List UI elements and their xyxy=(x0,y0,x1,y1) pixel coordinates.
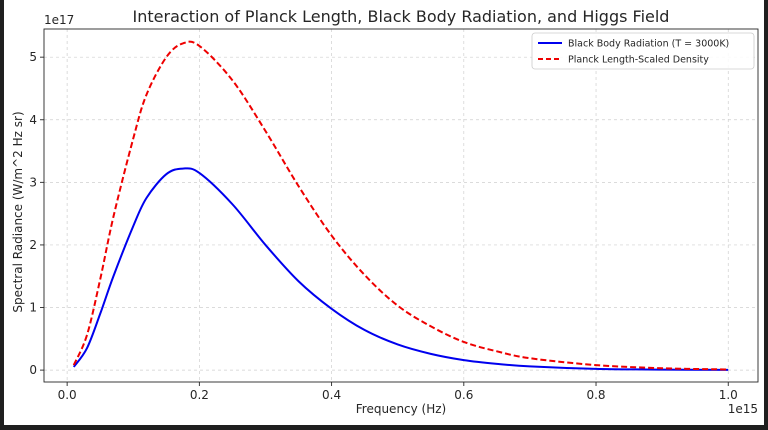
x-tick-label: 0.4 xyxy=(322,388,341,402)
legend-box xyxy=(531,32,755,70)
y-offset-label: 1e17 xyxy=(44,13,74,27)
line-chart: 0.0 0.2 0.4 0.6 0.8 1.0 0 1 2 3 4 5 Interaction of … xyxy=(11,7,759,416)
blackbody-radiation-line xyxy=(72,167,729,371)
axis-ticks: 0.0 0.2 0.4 0.6 0.8 1.0 0 1 2 3 4 5 xyxy=(29,50,737,402)
y-axis-label: Spectral Radiance (W/m^2 Hz sr) xyxy=(11,111,25,312)
x-tick-label: 0.2 xyxy=(190,388,209,402)
plot-area-frame xyxy=(43,28,759,383)
y-tick-label: 4 xyxy=(29,113,37,127)
x-tick-label: 0.6 xyxy=(454,388,473,402)
legend: Black Body Radiation (T = 3000K) Planck … xyxy=(531,32,755,70)
grid-lines xyxy=(44,29,758,382)
x-tick-label: 0.0 xyxy=(58,388,77,402)
y-tick-label: 1 xyxy=(29,301,37,315)
x-tick-label: 1.0 xyxy=(719,388,738,402)
y-tick-label: 3 xyxy=(29,175,37,189)
planck-scaled-density-line xyxy=(72,40,729,371)
legend-label-blackbody: Black Body Radiation (T = 3000K) xyxy=(568,39,729,50)
x-offset-label: 1e15 xyxy=(728,402,758,416)
y-tick-label: 0 xyxy=(29,363,37,377)
x-axis-label: Frequency (Hz) xyxy=(356,402,447,416)
series-layer xyxy=(72,40,729,371)
x-tick-label: 0.8 xyxy=(586,388,605,402)
legend-label-planck: Planck Length-Scaled Density xyxy=(568,55,709,66)
y-tick-label: 2 xyxy=(29,238,37,252)
y-tick-label: 5 xyxy=(29,50,37,64)
chart-title: Interaction of Planck Length, Black Body… xyxy=(133,7,670,26)
